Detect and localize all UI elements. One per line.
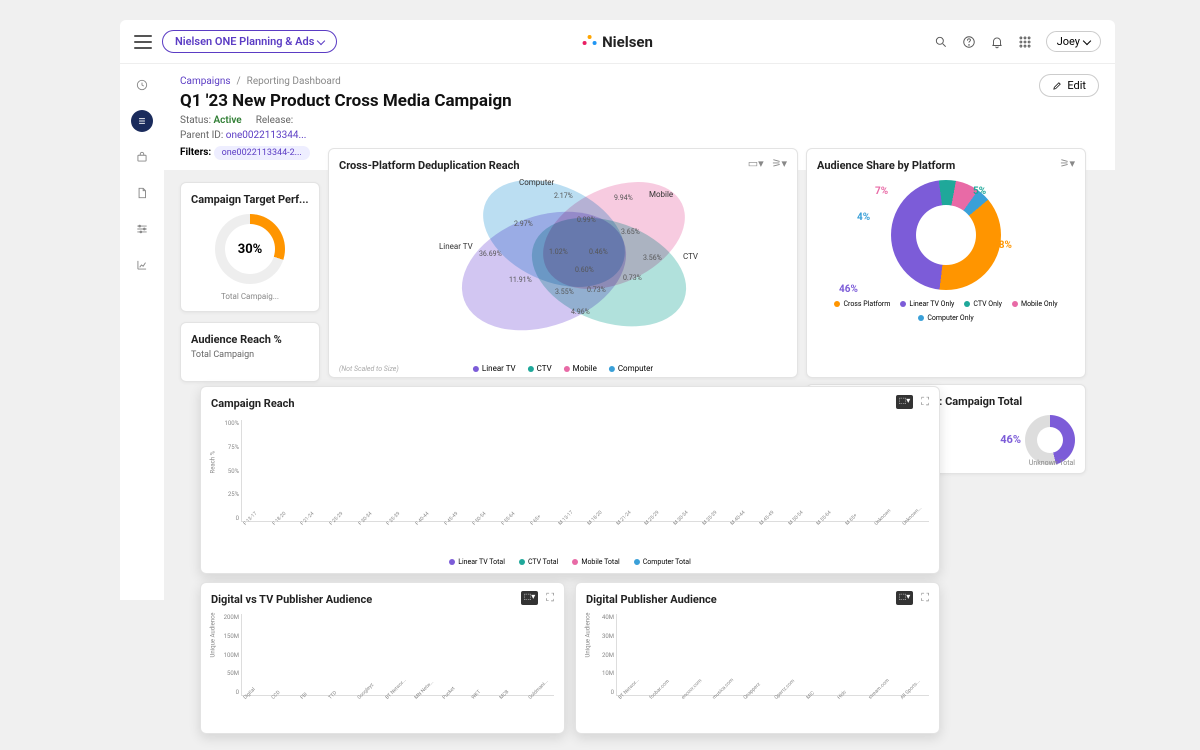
nav-document-icon[interactable] xyxy=(131,182,153,204)
tracked-donut xyxy=(1025,415,1075,465)
audience-reach-card: Audience Reach % Total Campaign xyxy=(180,322,320,382)
download-icon[interactable]: ⬚▾ xyxy=(896,395,914,409)
filter-chip[interactable]: one0022113344-2... xyxy=(214,146,310,160)
bell-icon[interactable] xyxy=(990,35,1004,49)
reach-bar-chart: Reach % 100%75%50%25%0 F 13-17F 18-20F 2… xyxy=(241,420,929,540)
donut-chart: 38%46%5%7%4% xyxy=(817,180,1075,290)
digital-vs-tv-card: Digital vs TV Publisher Audience ⬚▾ ⛶ Un… xyxy=(200,582,565,734)
digital-publisher-card: Digital Publisher Audience ⬚▾ ⛶ Unique A… xyxy=(575,582,940,734)
parent-id-link[interactable]: one0022113344... xyxy=(226,130,307,141)
expand-icon[interactable]: ⛶ xyxy=(921,591,929,605)
gauge-chart: 30% xyxy=(215,214,285,284)
apps-grid-icon[interactable] xyxy=(1018,35,1032,49)
expand-icon[interactable]: ⛶ xyxy=(546,591,554,605)
filter-icon[interactable]: ⚞▾ xyxy=(772,157,787,170)
user-menu[interactable]: Joey xyxy=(1046,31,1101,52)
breadcrumb: Campaigns / Reporting Dashboard xyxy=(180,76,1099,87)
nav-chart-icon[interactable] xyxy=(131,254,153,276)
search-icon[interactable] xyxy=(934,35,948,49)
breadcrumb-root[interactable]: Campaigns xyxy=(180,76,231,87)
venn-legend: Linear TVCTVMobileComputer xyxy=(473,364,653,373)
dpa-bar-chart: Unique Audience 40M30M20M10M0 BT Networ.… xyxy=(616,614,929,714)
campaign-reach-card: Campaign Reach ⬚▾ ⛶ Reach % 100%75%50%25… xyxy=(200,386,940,574)
reach-legend: Linear TV TotalCTV TotalMobile TotalComp… xyxy=(211,558,929,566)
donut-legend: Cross PlatformLinear TV OnlyCTV OnlyMobi… xyxy=(817,300,1075,322)
download-icon[interactable]: ⬚▾ xyxy=(896,591,914,605)
dvt-bar-chart: Unique Audience 200M150M100M50M0 Digital… xyxy=(241,614,554,714)
brand-logo: Nielsen xyxy=(582,33,653,51)
edit-button[interactable]: Edit xyxy=(1039,74,1099,97)
venn-card: Cross-Platform Deduplication Reach ▭▾ ⚞▾… xyxy=(328,148,798,378)
download-icon[interactable]: ⬚▾ xyxy=(521,591,539,605)
nav-clock-icon[interactable] xyxy=(131,74,153,96)
chevron-down-icon xyxy=(1083,37,1091,45)
donut-card: Audience Share by Platform ⚞▾ 38%46%5%7%… xyxy=(806,148,1086,378)
venn-diagram: ComputerMobileLinear TVCTV2.17%9.94%2.97… xyxy=(339,172,787,352)
planning-label: Nielsen ONE Planning & Ads xyxy=(175,35,314,48)
column-options-icon[interactable]: ▭▾ xyxy=(748,157,764,170)
filter-icon[interactable]: ⚞▾ xyxy=(1060,157,1075,170)
user-label: Joey xyxy=(1057,35,1080,48)
gauge-value: 30% xyxy=(225,224,275,274)
breadcrumb-current: Reporting Dashboard xyxy=(247,76,341,87)
nav-list-icon[interactable] xyxy=(131,110,153,132)
campaign-target-card: Campaign Target Perf... 30% Total Campai… xyxy=(180,182,320,312)
nav-config-icon[interactable] xyxy=(131,218,153,240)
planning-dropdown[interactable]: Nielsen ONE Planning & Ads xyxy=(162,30,337,53)
page-title: Q1 '23 New Product Cross Media Campaign xyxy=(180,91,1099,111)
nav-briefcase-icon[interactable] xyxy=(131,146,153,168)
chevron-down-icon xyxy=(317,37,325,45)
top-bar: Nielsen ONE Planning & Ads Nielsen Joey xyxy=(120,20,1115,64)
menu-icon[interactable] xyxy=(134,35,152,49)
brand-dots-icon xyxy=(582,35,596,49)
status-value: Active xyxy=(214,115,242,126)
help-icon[interactable] xyxy=(962,35,976,49)
left-nav xyxy=(120,64,164,600)
brand-text: Nielsen xyxy=(602,33,653,51)
expand-icon[interactable]: ⛶ xyxy=(921,395,929,409)
